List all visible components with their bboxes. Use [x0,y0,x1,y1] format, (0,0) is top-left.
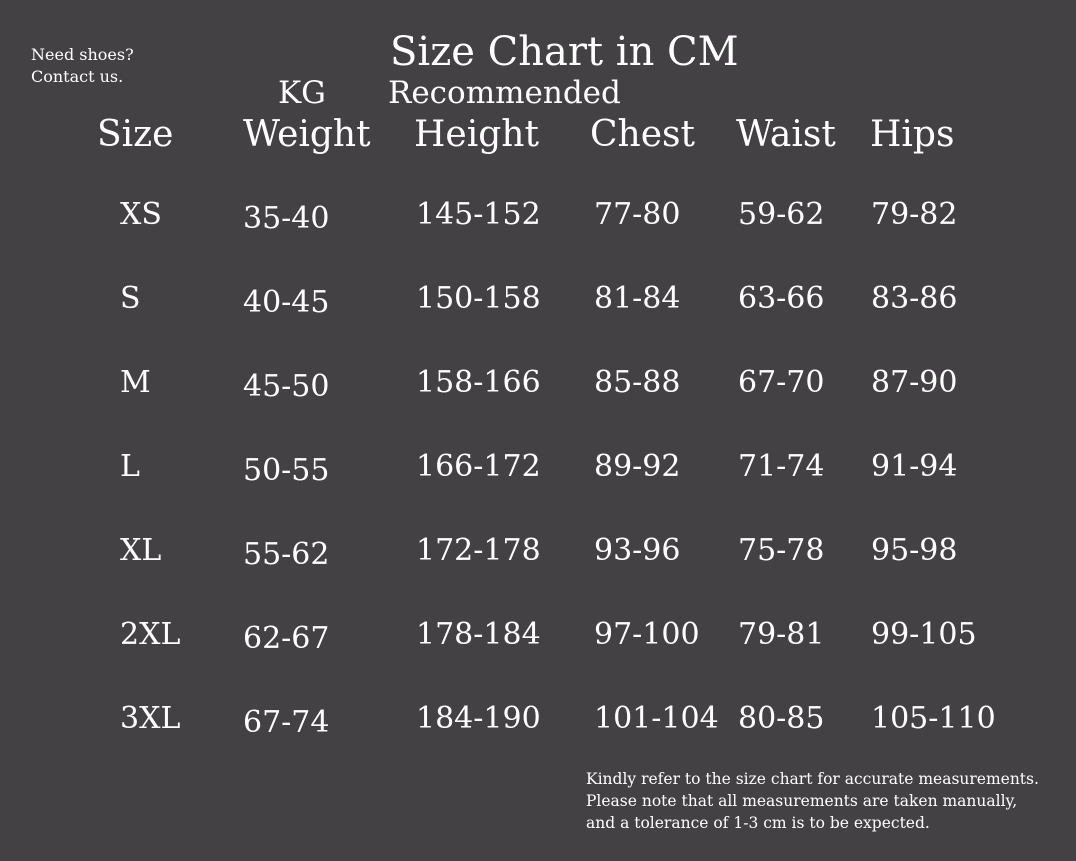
cell-weight: 45-50 [243,369,330,404]
cell-height: 172-178 [416,533,541,568]
cell-hips: 79-82 [871,197,958,232]
header-waist: Waist [736,114,836,155]
header-chest: Chest [590,114,695,155]
contact-note: Need shoes? Contact us. [31,44,134,88]
cell-chest: 81-84 [594,281,681,316]
footer-note: Kindly refer to the size chart for accur… [586,768,1039,834]
page-title: Size Chart in CM [390,29,739,75]
header-size: Size [97,114,174,155]
cell-weight: 55-62 [243,537,330,572]
header-hips: Hips [870,114,955,155]
cell-waist: 63-66 [738,281,825,316]
cell-height: 178-184 [416,617,541,652]
cell-hips: 105-110 [871,701,996,736]
cell-weight: 35-40 [243,201,330,236]
cell-chest: 93-96 [594,533,681,568]
cell-size: 3XL [120,701,181,736]
cell-chest: 85-88 [594,365,681,400]
cell-hips: 91-94 [871,449,958,484]
cell-chest: 77-80 [594,197,681,232]
cell-height: 145-152 [416,197,541,232]
cell-size: L [120,449,140,484]
weight-unit-label: KG [278,75,326,111]
contact-note-line: Contact us. [31,67,124,86]
footer-note-line: Please note that all measurements are ta… [586,792,1018,810]
cell-waist: 67-70 [738,365,825,400]
cell-size: XL [120,533,162,568]
cell-hips: 83-86 [871,281,958,316]
cell-chest: 89-92 [594,449,681,484]
cell-waist: 59-62 [738,197,825,232]
cell-hips: 95-98 [871,533,958,568]
cell-size: 2XL [120,617,181,652]
footer-note-line: and a tolerance of 1-3 cm is to be expec… [586,814,930,832]
cell-weight: 50-55 [243,453,330,488]
cell-size: XS [120,197,162,232]
cell-size: S [120,281,141,316]
cell-size: M [120,365,151,400]
contact-note-line: Need shoes? [31,45,134,64]
cell-hips: 87-90 [871,365,958,400]
cell-height: 166-172 [416,449,541,484]
cell-chest: 97-100 [594,617,700,652]
cell-waist: 71-74 [738,449,825,484]
cell-weight: 62-67 [243,621,330,656]
cell-weight: 67-74 [243,705,330,740]
header-weight: Weight [243,114,371,155]
cell-waist: 80-85 [738,701,825,736]
header-height: Height [414,114,539,155]
cell-waist: 75-78 [738,533,825,568]
cell-height: 158-166 [416,365,541,400]
cell-hips: 99-105 [871,617,977,652]
cell-height: 184-190 [416,701,541,736]
cell-weight: 40-45 [243,285,330,320]
cell-chest: 101-104 [594,701,719,736]
height-note-label: Recommended [388,75,621,111]
cell-waist: 79-81 [738,617,825,652]
footer-note-line: Kindly refer to the size chart for accur… [586,770,1039,788]
cell-height: 150-158 [416,281,541,316]
